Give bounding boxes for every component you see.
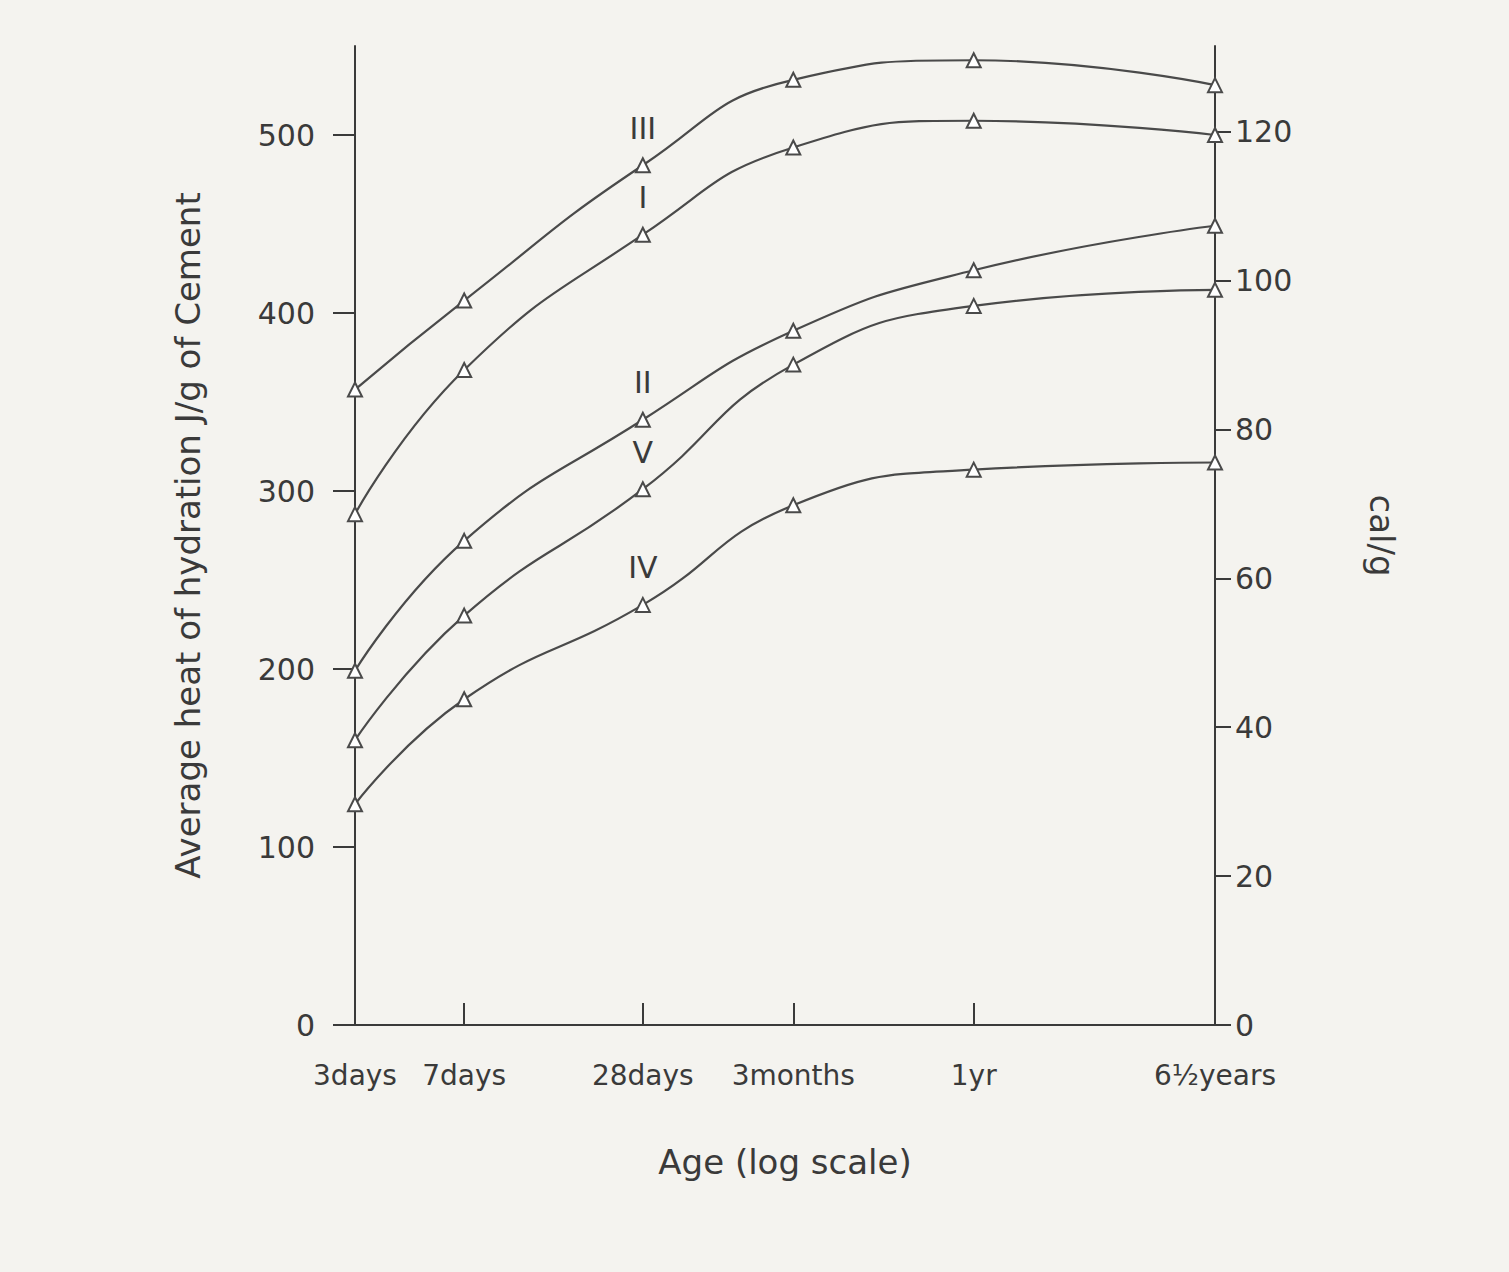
svg-text:28days: 28days xyxy=(592,1059,694,1092)
svg-text:40: 40 xyxy=(1235,710,1273,745)
svg-text:500: 500 xyxy=(258,118,315,153)
svg-text:0: 0 xyxy=(1235,1008,1254,1043)
svg-text:100: 100 xyxy=(258,830,315,865)
svg-text:Average heat of hydration J/g: Average heat of hydration J/g of Cement xyxy=(168,192,208,878)
svg-text:3months: 3months xyxy=(732,1059,855,1092)
svg-text:I: I xyxy=(638,180,647,215)
svg-text:400: 400 xyxy=(258,296,315,331)
svg-text:Age (log scale): Age (log scale) xyxy=(658,1142,911,1182)
svg-text:60: 60 xyxy=(1235,561,1273,596)
svg-text:80: 80 xyxy=(1235,412,1273,447)
svg-text:300: 300 xyxy=(258,474,315,509)
svg-text:6½years: 6½years xyxy=(1154,1059,1276,1092)
svg-text:100: 100 xyxy=(1235,263,1292,298)
svg-text:3days: 3days xyxy=(313,1059,397,1092)
svg-text:7days: 7days xyxy=(422,1059,506,1092)
svg-text:200: 200 xyxy=(258,652,315,687)
svg-text:III: III xyxy=(630,111,657,146)
svg-text:IV: IV xyxy=(628,550,658,585)
svg-text:V: V xyxy=(633,435,654,470)
svg-text:II: II xyxy=(634,365,652,400)
svg-text:0: 0 xyxy=(296,1008,315,1043)
svg-text:cal/g: cal/g xyxy=(1362,494,1402,576)
svg-text:1yr: 1yr xyxy=(951,1059,997,1092)
svg-text:120: 120 xyxy=(1235,114,1292,149)
svg-text:20: 20 xyxy=(1235,859,1273,894)
